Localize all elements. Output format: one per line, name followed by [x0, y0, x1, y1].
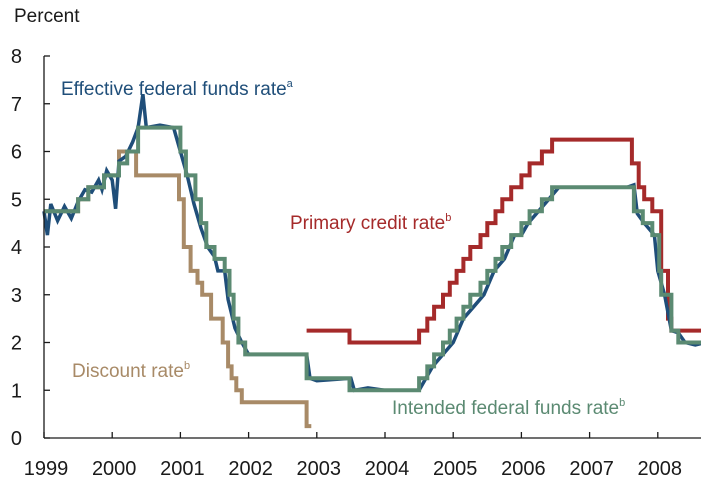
primary-credit-rate-label: Primary credit rateb	[290, 212, 451, 234]
y-axis-title: Percent	[14, 6, 80, 27]
x-tick-label: 2008	[638, 458, 683, 480]
y-tick-label: 7	[11, 94, 22, 116]
series-layer	[42, 93, 701, 429]
intended-series-line	[44, 125, 701, 393]
y-tick-label: 6	[11, 142, 22, 164]
x-tick-label: 2000	[92, 458, 137, 480]
x-tick-label: 2006	[501, 458, 546, 480]
x-tick-label: 1999	[24, 458, 69, 480]
intended-rate-label: Intended federal funds rateb	[392, 397, 625, 419]
x-tick-label: 2007	[569, 458, 614, 480]
x-tick-label: 2003	[297, 458, 342, 480]
discount-rate-label: Discount rateb	[72, 360, 190, 382]
primary-series-line	[306, 137, 701, 345]
x-tick-label: 2005	[433, 458, 478, 480]
y-tick-label: 4	[11, 237, 22, 259]
x-tick-label: 2002	[228, 458, 273, 480]
effective-rate-label: Effective federal funds ratea	[61, 78, 294, 100]
labels-layer: Effective federal funds ratea Primary cr…	[61, 78, 625, 419]
axes-layer: 0 1 2 3 4 5 6 7 8 1999 2000 2001 2002 2003 2004 2005 200…	[11, 46, 701, 480]
x-tick-label: 2001	[160, 458, 205, 480]
y-tick-label: 1	[11, 380, 22, 402]
y-tick-label: 0	[11, 428, 22, 450]
x-tick-label: 2004	[365, 458, 410, 480]
y-tick-label: 2	[11, 333, 22, 355]
y-tick-label: 5	[11, 189, 22, 211]
y-tick-label: 3	[11, 285, 22, 307]
y-tick-label: 8	[11, 46, 22, 68]
